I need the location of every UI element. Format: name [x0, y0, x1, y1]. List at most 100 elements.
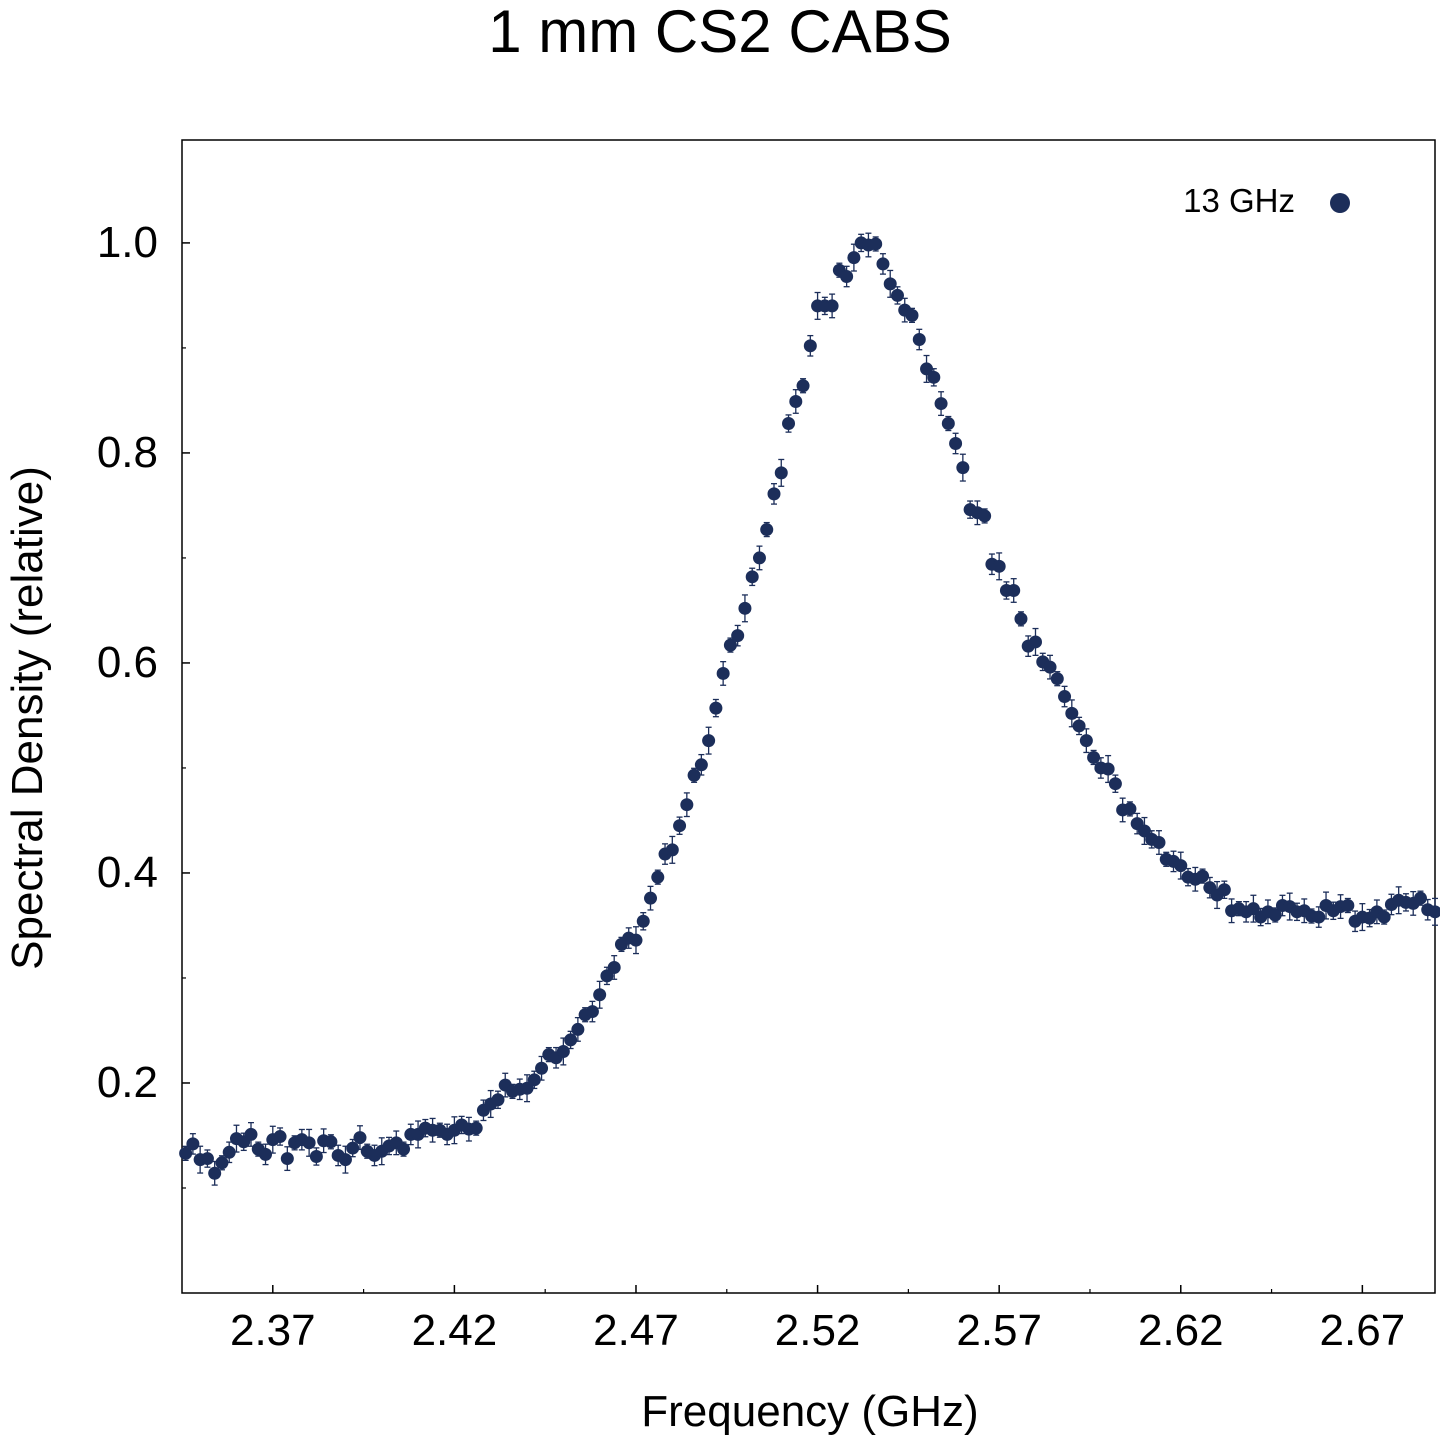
data-point	[1217, 883, 1231, 897]
data-point	[1268, 908, 1282, 922]
x-axis: 2.37 2.42 2.47 2.52 2.57 2.62 2.67	[230, 1285, 1405, 1355]
data-point	[883, 277, 897, 291]
data-point	[723, 638, 737, 652]
data-point	[571, 1022, 585, 1036]
x-tick-label: 2.47	[593, 1306, 679, 1355]
data-point	[273, 1130, 287, 1144]
data-point	[796, 379, 810, 393]
data-point	[607, 960, 621, 974]
data-point	[709, 701, 723, 715]
data-point	[738, 601, 752, 615]
data-point	[687, 768, 701, 782]
y-tick-label: 0.2	[97, 1058, 158, 1107]
data-point	[644, 891, 658, 905]
data-point	[208, 1166, 222, 1180]
data-point	[949, 436, 963, 450]
data-point	[1072, 719, 1086, 733]
data-point	[527, 1073, 541, 1087]
data-point	[1137, 824, 1151, 838]
data-point	[1079, 734, 1093, 748]
data-point	[651, 870, 665, 884]
data-point	[280, 1152, 294, 1166]
y-axis: 0.2 0.4 0.6 0.8 1.0	[97, 218, 190, 1189]
data-point	[200, 1152, 214, 1166]
data-point	[1123, 802, 1137, 816]
y-tick-label: 0.8	[97, 428, 158, 477]
data-point	[1043, 660, 1057, 674]
data-point	[556, 1044, 570, 1058]
data-point	[694, 758, 708, 772]
data-point	[745, 570, 759, 584]
data-point	[1065, 706, 1079, 720]
data-point	[324, 1135, 338, 1149]
x-tick-label: 2.52	[775, 1306, 861, 1355]
plot-frame	[181, 139, 1436, 1294]
data-point	[1152, 836, 1166, 850]
data-point	[353, 1131, 367, 1145]
data-point	[1196, 869, 1210, 883]
data-point	[520, 1081, 534, 1095]
legend-marker	[1330, 193, 1350, 213]
data-point	[912, 333, 926, 347]
data-point	[629, 933, 643, 947]
data-point	[890, 288, 904, 302]
data-point	[1108, 777, 1122, 791]
data-point	[927, 370, 941, 384]
data-point	[956, 461, 970, 475]
data-point	[1007, 583, 1021, 597]
data-point	[222, 1145, 236, 1159]
y-tick-label: 0.4	[97, 848, 158, 897]
data-point	[680, 798, 694, 812]
data-point	[397, 1142, 411, 1156]
data-point	[1246, 902, 1260, 916]
x-axis-label: Frequency (GHz)	[641, 1387, 978, 1436]
error-bars	[182, 232, 1438, 1186]
data-point	[564, 1033, 578, 1047]
data-point	[992, 559, 1006, 573]
data-point	[840, 270, 854, 284]
data-point	[702, 734, 716, 748]
data-point	[259, 1147, 273, 1161]
x-tick-label: 2.62	[1138, 1306, 1224, 1355]
data-point	[876, 257, 890, 271]
data-point	[673, 819, 687, 833]
data-point	[309, 1149, 323, 1163]
data-point	[1028, 635, 1042, 649]
data-point	[215, 1156, 229, 1170]
legend: 13 GHz	[1183, 182, 1350, 219]
data-point	[847, 251, 861, 265]
data-point	[593, 988, 607, 1002]
data-point	[934, 397, 948, 411]
data-point	[338, 1153, 352, 1167]
data-points	[179, 236, 1440, 1180]
data-point	[1377, 910, 1391, 924]
data-point	[752, 551, 766, 565]
data-point	[978, 509, 992, 523]
data-point	[767, 487, 781, 501]
data-point	[920, 362, 934, 376]
x-tick-label: 2.37	[230, 1306, 316, 1355]
y-tick-label: 1.0	[97, 218, 158, 267]
data-point	[346, 1141, 360, 1155]
data-point	[869, 237, 883, 251]
data-point	[825, 299, 839, 313]
data-point	[774, 466, 788, 480]
data-point	[1058, 690, 1072, 704]
data-point	[1050, 672, 1064, 686]
data-point	[636, 914, 650, 928]
data-point	[469, 1121, 483, 1135]
data-point	[760, 523, 774, 537]
data-point	[302, 1136, 316, 1150]
data-point	[1101, 762, 1115, 776]
data-point	[789, 394, 803, 408]
y-axis-label: Spectral Density (relative)	[3, 466, 52, 970]
data-point	[716, 666, 730, 680]
data-point	[1312, 910, 1326, 924]
legend-label: 13 GHz	[1183, 182, 1295, 219]
data-point	[1014, 612, 1028, 626]
x-tick-label: 2.67	[1320, 1306, 1406, 1355]
data-point	[585, 1005, 599, 1019]
data-point	[186, 1137, 200, 1151]
data-point	[1087, 750, 1101, 764]
